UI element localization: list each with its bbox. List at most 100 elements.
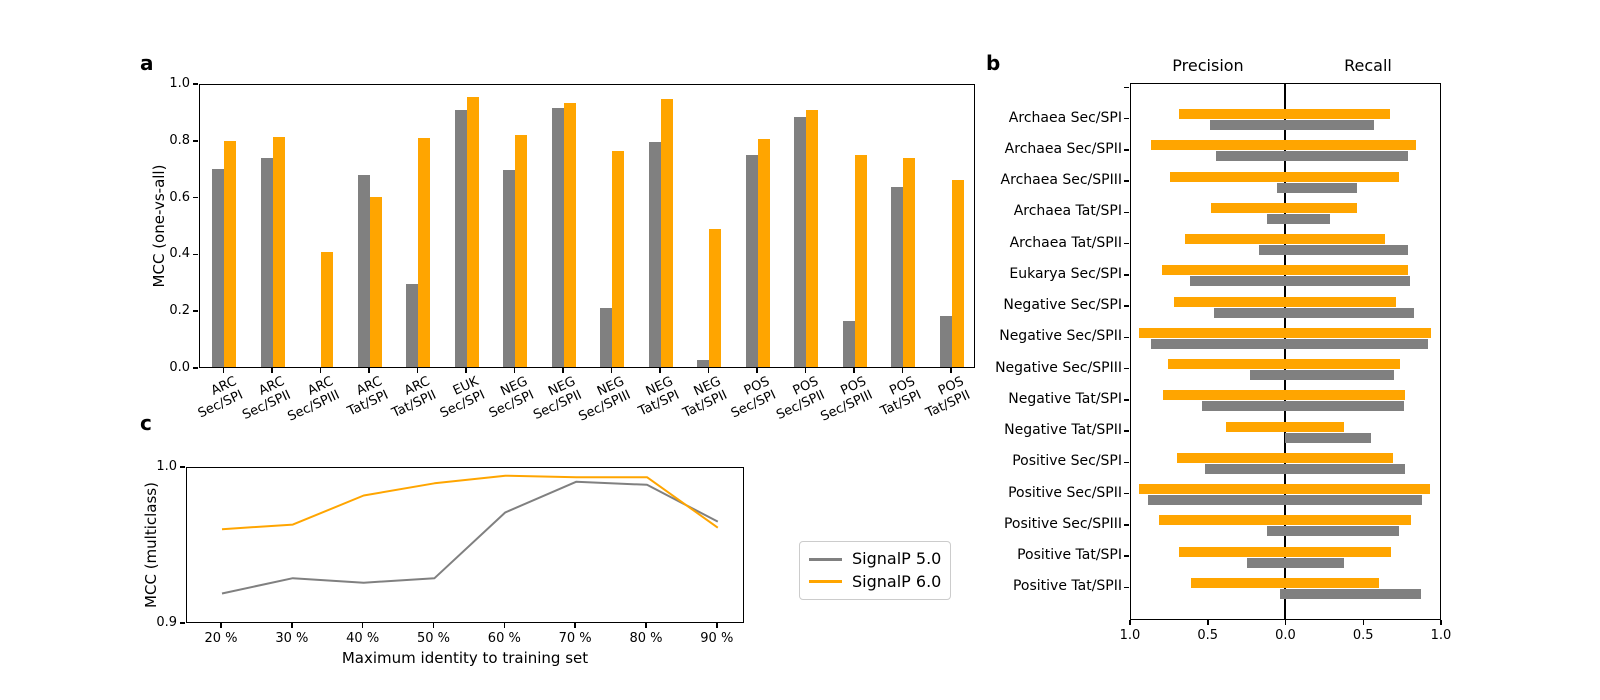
panel-a-y-tick xyxy=(193,253,198,256)
bar-signalp6-14 xyxy=(903,157,916,367)
bar-signalp5-1 xyxy=(260,157,273,367)
panel-b-y-tick xyxy=(1124,336,1129,338)
panel-b-y-tick xyxy=(1124,305,1129,307)
panel-a-x-tick-label: ARC Sec/SPIII xyxy=(285,374,342,425)
panel-a-x-tick-label: NEG Tat/SPII xyxy=(680,374,730,422)
panel-b-y-tick xyxy=(1124,461,1129,463)
panel-a-x-tick xyxy=(707,368,709,373)
panel-c-y-axis-label: MCC (multiclass) xyxy=(142,482,160,608)
bar-signalp6-4 xyxy=(418,138,431,367)
panel-a-y-tick xyxy=(193,83,198,85)
panel-b-category-label: Archaea Tat/SPII xyxy=(1009,234,1122,251)
panel-b-y-tick xyxy=(1124,586,1129,588)
hbar-signalp6-8 xyxy=(1167,359,1401,369)
panel-b-x-tick xyxy=(1440,620,1442,625)
panel-a-x-tick xyxy=(416,368,418,373)
bar-signalp5-7 xyxy=(551,108,564,367)
panel-c-y-tick xyxy=(180,466,185,468)
legend-item-signalp5: SignalP 5.0 xyxy=(809,548,942,571)
legend-label-signalp6: SignalP 6.0 xyxy=(852,571,942,591)
panel-a-y-tick-label: 1.0 xyxy=(169,76,190,91)
hbar-signalp6-12 xyxy=(1138,484,1430,494)
bar-signalp6-12 xyxy=(806,109,819,367)
panel-a-y-tick-label: 0.6 xyxy=(169,189,190,205)
bar-signalp6-0 xyxy=(224,140,237,367)
panel-a-x-tick-label: NEG Sec/SPIII xyxy=(576,374,633,425)
hbar-signalp5-8 xyxy=(1249,370,1395,380)
panel-b-x-tick xyxy=(1129,620,1131,625)
panel-a-y-tick xyxy=(193,367,198,369)
legend-box: SignalP 5.0 SignalP 6.0 xyxy=(799,541,951,600)
panel-b-x-tick-label: 1.0 xyxy=(1430,628,1452,643)
panel-b-x-tick-label: 0.5 xyxy=(1197,628,1219,643)
panel-a-x-tick-label: NEG Tat/SPI xyxy=(635,374,682,420)
panel-a-x-tick xyxy=(465,368,467,373)
panel-a-y-tick-label: 0.8 xyxy=(169,132,190,148)
hbar-signalp6-4 xyxy=(1184,234,1386,244)
bar-signalp5-11 xyxy=(745,154,758,367)
panel-c-x-tick-label: 20 % xyxy=(204,631,238,646)
bar-signalp5-0 xyxy=(212,168,225,367)
panel-b-x-tick xyxy=(1207,620,1209,625)
panel-b-y-tick xyxy=(1124,492,1129,495)
legend-item-signalp6: SignalP 6.0 xyxy=(809,571,942,594)
panel-a-y-tick-label: 0.2 xyxy=(169,303,190,319)
bar-signalp5-14 xyxy=(891,187,904,367)
panel-a-y-tick-label: 0.0 xyxy=(169,360,190,375)
hbar-signalp6-9 xyxy=(1163,390,1406,401)
bar-signalp6-9 xyxy=(660,98,673,367)
bar-signalp5-12 xyxy=(794,116,807,367)
panel-b-y-tick xyxy=(1124,117,1129,120)
panel-c-x-tick-label: 40 % xyxy=(346,631,380,646)
hbar-signalp5-6 xyxy=(1214,307,1415,318)
panel-b-y-tick xyxy=(1124,555,1129,557)
bar-signalp6-5 xyxy=(466,97,479,367)
panel-c-lines xyxy=(221,474,719,595)
hbar-signalp5-10 xyxy=(1285,432,1372,443)
panel-c-x-tick-label: 30 % xyxy=(275,631,309,646)
panel-a-x-tick-label: EUK Sec/SPI xyxy=(437,374,488,422)
panel-b-category-label: Positive Sec/SPIII xyxy=(1003,515,1122,532)
hbar-signalp6-6 xyxy=(1174,296,1396,307)
panel-b-category-label: Positive Sec/SPI xyxy=(1012,453,1122,470)
panel-b-category-label: Negative Sec/SPIII xyxy=(995,359,1122,376)
panel-b-category-label: Eukarya Sec/SPI xyxy=(1009,265,1122,282)
panel-a-x-tick-label: ARC Tat/SPII xyxy=(389,374,439,422)
panel-b-x-tick-label: 0.5 xyxy=(1352,628,1374,643)
panel-b-category-label: Negative Tat/SPI xyxy=(1008,390,1122,407)
panel-b-recall-header: Recall xyxy=(1344,56,1392,75)
bar-signalp5-15 xyxy=(939,316,952,367)
panel-b-category-label: Negative Tat/SPII xyxy=(1004,422,1122,438)
bar-signalp6-8 xyxy=(612,150,625,367)
hbar-signalp5-3 xyxy=(1266,213,1330,224)
panel-c-x-tick xyxy=(503,623,506,628)
hbar-signalp5-5 xyxy=(1189,276,1410,287)
bar-signalp6-2 xyxy=(321,251,334,367)
hbar-signalp6-14 xyxy=(1178,546,1392,557)
panel-b-category-label: Archaea Sec/SPI xyxy=(1008,109,1122,126)
bar-signalp6-13 xyxy=(854,154,867,367)
panel-c-x-tick xyxy=(220,623,222,628)
panel-b-zero-line xyxy=(1284,84,1286,619)
panel-a-x-tick xyxy=(659,368,661,373)
panel-b-y-tick xyxy=(1124,399,1129,401)
panel-b-y-tick xyxy=(1124,367,1129,370)
panel-c-letter: c xyxy=(140,411,152,435)
panel-c-plot xyxy=(186,467,744,623)
panel-a-x-tick xyxy=(901,368,903,373)
panel-c-y-tick xyxy=(180,622,185,624)
bar-signalp6-15 xyxy=(951,180,964,367)
legend-label-signalp5: SignalP 5.0 xyxy=(852,549,942,569)
signalp6-line xyxy=(221,474,719,531)
panel-b-category-label: Archaea Sec/SPII xyxy=(1004,140,1122,157)
panel-a-y-tick xyxy=(193,310,198,312)
panel-c-x-tick xyxy=(432,623,435,628)
bar-signalp6-7 xyxy=(563,102,576,367)
panel-a-x-tick-label: POS Tat/SPI xyxy=(878,374,924,420)
panel-a-x-tick xyxy=(756,368,758,373)
panel-b-x-tick xyxy=(1362,620,1364,625)
panel-a-x-tick xyxy=(319,368,321,373)
panel-a-y-tick-label: 0.4 xyxy=(169,246,190,262)
panel-c-x-tick xyxy=(361,623,364,628)
